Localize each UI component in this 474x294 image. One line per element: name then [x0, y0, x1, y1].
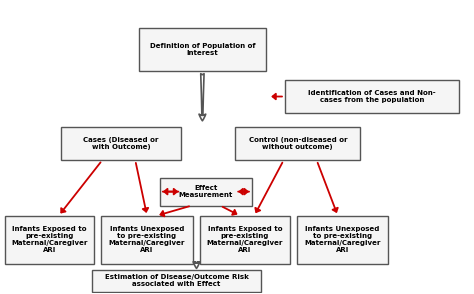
Text: Identification of Cases and Non-
cases from the population: Identification of Cases and Non- cases f… [308, 90, 436, 103]
Text: Infants Exposed to
pre-existing
Maternal/Caregiver
ARI: Infants Exposed to pre-existing Maternal… [11, 226, 87, 253]
Text: Estimation of Disease/Outcome Risk
associated with Effect: Estimation of Disease/Outcome Risk assoc… [105, 274, 248, 287]
FancyBboxPatch shape [91, 270, 261, 292]
Text: Effect
Measurement: Effect Measurement [179, 185, 233, 198]
FancyBboxPatch shape [160, 178, 252, 206]
FancyBboxPatch shape [4, 216, 94, 264]
Text: Infants Exposed to
pre-existing
Maternal/Caregiver
ARI: Infants Exposed to pre-existing Maternal… [207, 226, 283, 253]
Text: Infants Unexposed
to pre-existing
Maternal/Caregiver
ARI: Infants Unexposed to pre-existing Matern… [109, 226, 185, 253]
FancyBboxPatch shape [236, 126, 360, 160]
Text: Infants Unexposed
to pre-existing
Maternal/Caregiver
ARI: Infants Unexposed to pre-existing Matern… [304, 226, 381, 253]
Text: Definition of Population of
Interest: Definition of Population of Interest [150, 43, 255, 56]
FancyBboxPatch shape [139, 29, 266, 71]
FancyBboxPatch shape [61, 126, 181, 160]
FancyBboxPatch shape [101, 216, 193, 264]
FancyBboxPatch shape [200, 216, 290, 264]
FancyBboxPatch shape [285, 80, 459, 113]
Text: Cases (Diseased or
with Outcome): Cases (Diseased or with Outcome) [83, 137, 159, 150]
Text: Control (non-diseased or
without outcome): Control (non-diseased or without outcome… [248, 137, 347, 150]
FancyBboxPatch shape [297, 216, 389, 264]
